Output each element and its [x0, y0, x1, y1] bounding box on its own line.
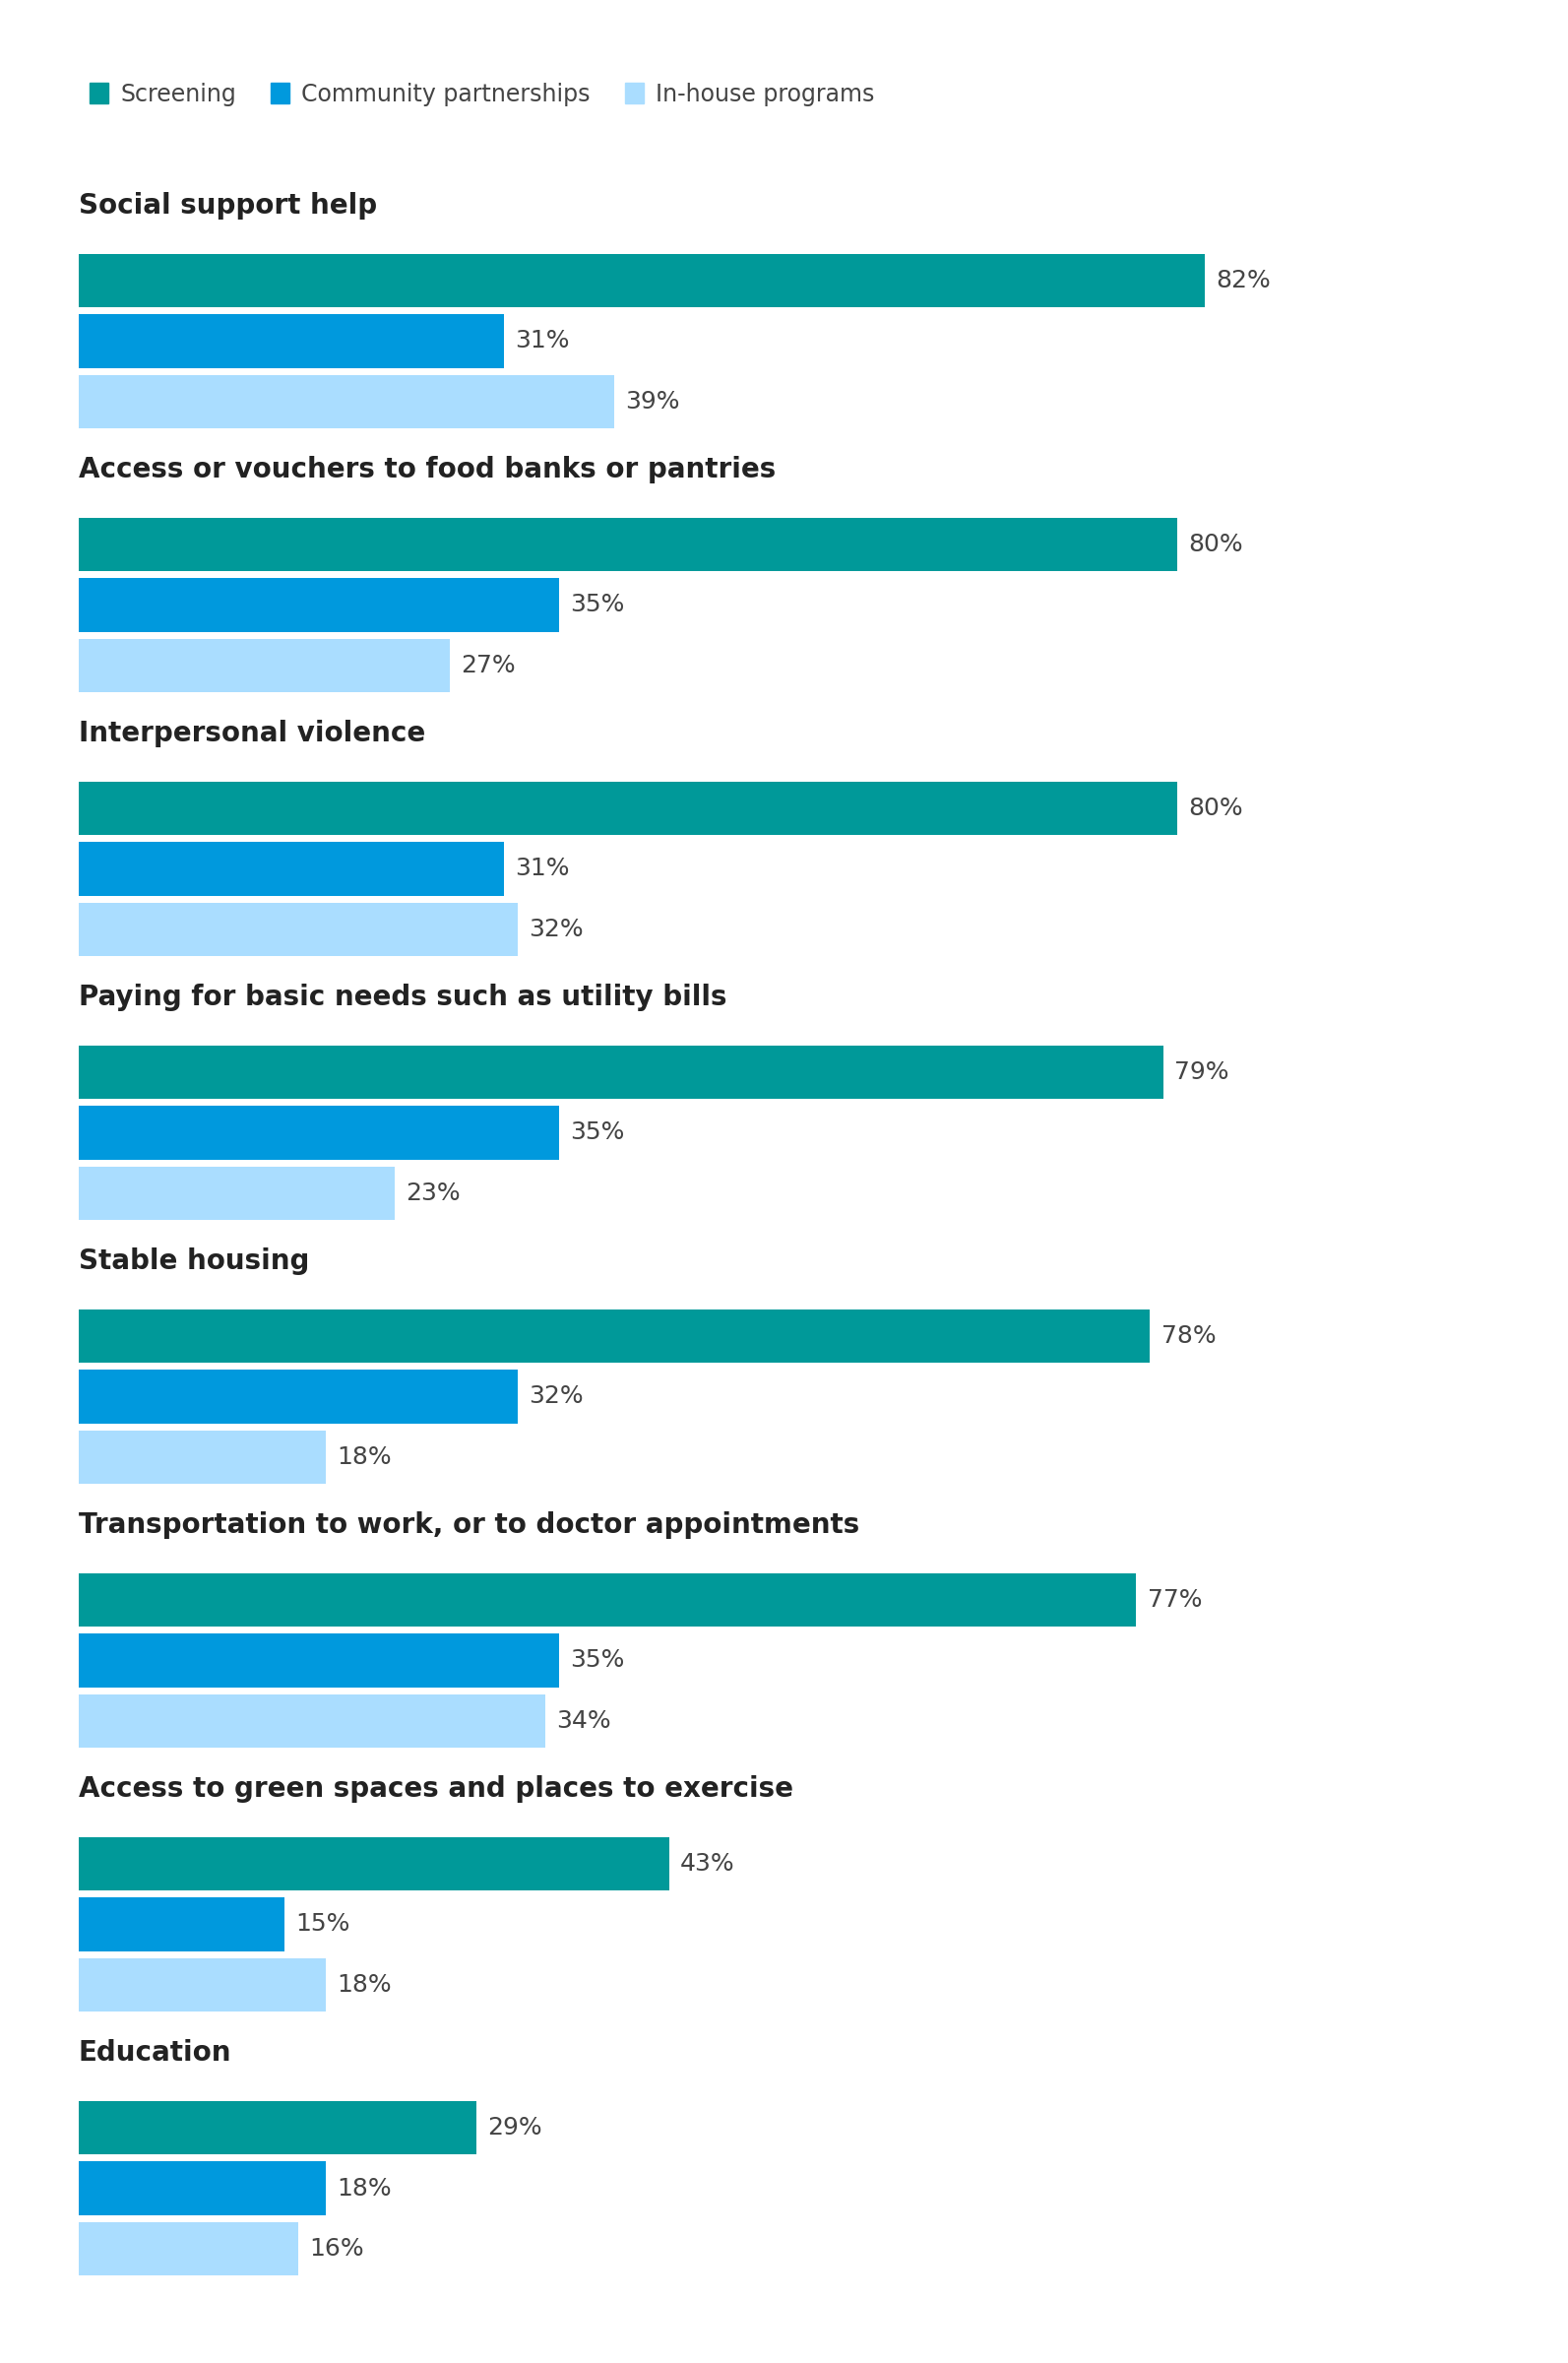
Text: 82%: 82%: [1215, 269, 1270, 293]
Text: 77%: 77%: [1148, 1588, 1203, 1612]
Bar: [78, 1897, 284, 1952]
Text: 31%: 31%: [516, 858, 569, 881]
Bar: [78, 841, 505, 896]
Text: Social support help: Social support help: [78, 191, 376, 220]
Text: Interpersonal violence: Interpersonal violence: [78, 721, 425, 747]
Bar: [78, 1430, 326, 1484]
Text: 79%: 79%: [1174, 1061, 1229, 1085]
Text: 18%: 18%: [337, 2176, 392, 2200]
Bar: [78, 1106, 560, 1160]
Bar: [78, 2221, 298, 2276]
Bar: [78, 1633, 560, 1687]
Text: 29%: 29%: [488, 2115, 543, 2139]
Bar: [78, 579, 560, 631]
Text: 18%: 18%: [337, 1973, 392, 1997]
Bar: [78, 1574, 1137, 1626]
Bar: [78, 1836, 670, 1890]
Text: 23%: 23%: [406, 1182, 459, 1205]
Text: 31%: 31%: [516, 328, 569, 352]
Text: 78%: 78%: [1160, 1323, 1215, 1347]
Text: 80%: 80%: [1189, 796, 1243, 820]
Text: 32%: 32%: [528, 917, 583, 940]
Text: Education: Education: [78, 2039, 232, 2068]
Bar: [78, 253, 1204, 307]
Bar: [78, 1044, 1163, 1099]
Text: Transportation to work, or to doctor appointments: Transportation to work, or to doctor app…: [78, 1512, 859, 1538]
Bar: [78, 376, 615, 428]
Bar: [78, 1371, 517, 1423]
Bar: [78, 314, 505, 369]
Text: 18%: 18%: [337, 1446, 392, 1470]
Text: 35%: 35%: [571, 1120, 624, 1144]
Text: 35%: 35%: [571, 593, 624, 617]
Text: 16%: 16%: [309, 2238, 364, 2261]
Bar: [78, 1959, 326, 2011]
Bar: [78, 1167, 395, 1219]
Legend: Screening, Community partnerships, In-house programs: Screening, Community partnerships, In-ho…: [89, 83, 873, 106]
Bar: [78, 638, 450, 692]
Bar: [78, 517, 1178, 572]
Text: 34%: 34%: [557, 1708, 612, 1732]
Bar: [78, 782, 1178, 834]
Text: 43%: 43%: [681, 1853, 735, 1876]
Bar: [78, 903, 517, 957]
Text: 80%: 80%: [1189, 532, 1243, 555]
Bar: [78, 2101, 477, 2155]
Bar: [78, 2162, 326, 2214]
Bar: [78, 1694, 546, 1749]
Text: 39%: 39%: [626, 390, 681, 414]
Bar: [78, 1309, 1149, 1363]
Text: Access or vouchers to food banks or pantries: Access or vouchers to food banks or pant…: [78, 456, 776, 482]
Text: 27%: 27%: [461, 655, 514, 678]
Text: 35%: 35%: [571, 1649, 624, 1673]
Text: Paying for basic needs such as utility bills: Paying for basic needs such as utility b…: [78, 983, 726, 1011]
Text: 32%: 32%: [528, 1385, 583, 1408]
Text: 15%: 15%: [295, 1912, 350, 1935]
Text: Stable housing: Stable housing: [78, 1248, 309, 1276]
Text: Access to green spaces and places to exercise: Access to green spaces and places to exe…: [78, 1775, 793, 1803]
